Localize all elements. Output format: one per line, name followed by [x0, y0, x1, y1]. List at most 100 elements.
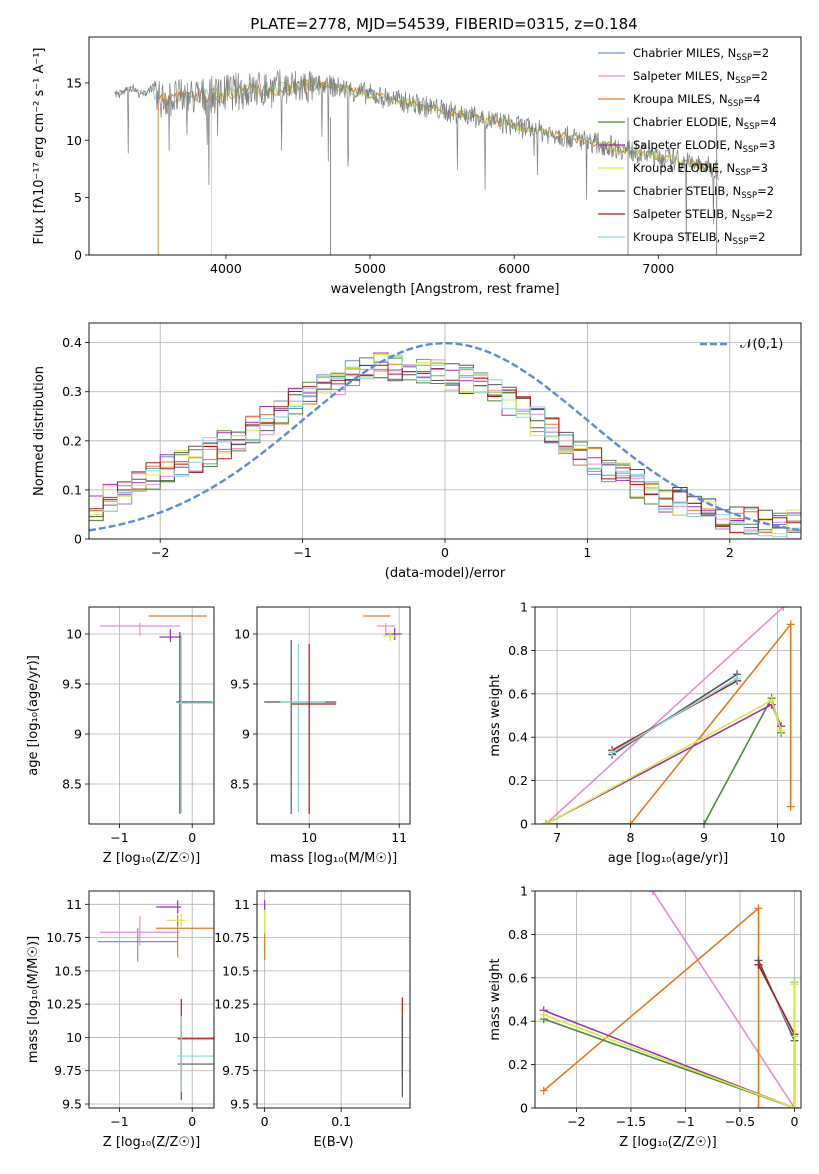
x-tick-label: 10 — [770, 830, 786, 845]
panel-massweight-vs-age: 7 8 9 10 0 0.2 0.4 0.6 0.8 1 age [log₁₀(age/yr)] ma… — [488, 600, 802, 866]
data-point — [166, 913, 185, 927]
axes-frame — [256, 890, 411, 1109]
plot-area — [89, 323, 801, 539]
data-point — [280, 644, 326, 812]
y-tick-label: 0.8 — [508, 643, 528, 658]
y-tick-label: 0.4 — [62, 335, 82, 350]
x-tick-label: 7 — [553, 830, 561, 845]
y-tick-label: 0.1 — [62, 482, 82, 497]
series-marker — [608, 748, 617, 757]
axes-frame — [88, 606, 215, 825]
y-tick-label: 1 — [520, 600, 528, 615]
series-line — [543, 984, 796, 1108]
x-axis-label: E(B-V) — [313, 1135, 353, 1150]
data-point — [177, 998, 214, 1079]
y-tick-label: 11 — [234, 897, 250, 912]
y-tick-label: 0 — [520, 817, 528, 832]
figure-title: PLATE=2778, MJD=54539, FIBERID=0315, z=0… — [250, 15, 637, 33]
data-point — [99, 623, 180, 636]
y-tick-label: 11 — [66, 897, 82, 912]
gridlines — [89, 891, 214, 1108]
y-tick-label: 0.2 — [508, 1057, 528, 1072]
legend-entry: Kroupa ELODIE, NSSP=3 — [598, 161, 768, 178]
y-tick-label: 8.5 — [62, 777, 82, 792]
y-tick-label: 9.5 — [230, 1097, 250, 1112]
plot-area — [535, 607, 801, 824]
y-tick-label: 1 — [520, 884, 528, 899]
panel-residuals: −2 −1 0 1 2 0 0.1 0.2 0.3 0.4 (data-model)/error No… — [32, 322, 802, 581]
series-marker — [786, 620, 795, 629]
x-tick-label: 8 — [627, 830, 635, 845]
x-axis-label: (data-model)/error — [385, 566, 506, 581]
legend: Chabrier MILES, NSSP=2 Salpeter MILES, NS… — [598, 46, 777, 247]
legend-entry: Salpeter ELODIE, NSSP=3 — [598, 138, 776, 155]
x-tick-label: −1 — [293, 545, 311, 560]
y-tick-label: 0 — [74, 248, 82, 263]
series-marker — [790, 980, 799, 989]
legend-entry: Chabrier MILES, NSSP=2 — [598, 46, 769, 63]
x-tick-label: 11 — [391, 830, 407, 845]
x-tick-label: −1 — [110, 830, 128, 845]
series-marker — [700, 820, 709, 824]
axes-frame — [534, 606, 802, 825]
y-axis-label: mass weight — [488, 958, 503, 1040]
series-marker — [754, 1104, 763, 1108]
plot-area — [257, 891, 410, 1108]
y-tick-label: 8.5 — [230, 777, 250, 792]
y-tick-label: 0 — [74, 532, 82, 547]
x-axis-label: wavelength [Angstrom, rest frame] — [331, 282, 560, 297]
y-tick-label: 9.75 — [54, 1063, 82, 1078]
x-tick-label: 4000 — [210, 261, 242, 276]
legend-label: Salpeter STELIB, NSSP=2 — [633, 207, 773, 224]
x-axis-label: Z [log₁₀(Z/Z☉)] — [619, 1135, 716, 1150]
series-marker — [777, 726, 786, 735]
data-point — [264, 640, 337, 814]
y-tick-label: 10.25 — [46, 997, 82, 1012]
x-tick-label: 10 — [301, 830, 317, 845]
y-tick-label: 5 — [74, 190, 82, 205]
plot-area — [114, 69, 719, 255]
legend-entry: Chabrier STELIB, NSSP=2 — [598, 184, 774, 201]
y-axis-label: mass weight — [488, 674, 503, 756]
y-tick-label: 0.6 — [508, 686, 528, 701]
y-tick-label: 9.5 — [62, 677, 82, 692]
plot-area — [257, 607, 410, 824]
y-tick-label: 0.4 — [508, 1014, 528, 1029]
data-point — [155, 900, 182, 914]
axes-frame — [88, 890, 215, 1109]
x-tick-label: 0 — [261, 1114, 269, 1129]
y-tick-label: 0.2 — [62, 433, 82, 448]
series-marker — [542, 820, 551, 824]
axes-frame — [256, 606, 411, 825]
data-point — [97, 928, 178, 962]
legend-label: 𝒩(0,1) — [740, 337, 783, 352]
axes-frame — [88, 36, 802, 256]
data-point — [291, 644, 337, 814]
plot-area — [89, 891, 214, 1108]
histogram-series — [89, 354, 801, 538]
data-point — [155, 914, 214, 958]
y-axis-label: Flux [fλ10⁻¹⁷ erg cm⁻² s⁻¹ A⁻¹] — [32, 48, 47, 245]
legend-entry: Salpeter MILES, NSSP=2 — [598, 69, 768, 86]
legend-label: Kroupa STELIB, NSSP=2 — [633, 230, 765, 247]
series-marker — [779, 607, 788, 611]
legend-label: Chabrier MILES, NSSP=2 — [633, 46, 769, 63]
x-tick-label: 0 — [790, 1114, 798, 1129]
series-marker — [626, 820, 635, 824]
y-tick-label: 9.75 — [222, 1063, 250, 1078]
data-point — [177, 1024, 214, 1101]
series-marker — [539, 1010, 548, 1019]
series-marker — [786, 802, 795, 811]
x-tick-label: 2 — [726, 545, 734, 560]
data-point — [383, 631, 398, 641]
y-tick-label: 10 — [66, 133, 82, 148]
panel-spectrum: 4000 5000 6000 7000 0 5 10 15 wavelength [Angstr… — [32, 36, 802, 297]
x-tick-label: 0 — [188, 830, 196, 845]
legend-entry: Chabrier ELODIE, NSSP=4 — [598, 115, 777, 132]
gridlines — [257, 891, 410, 1108]
y-tick-label: 10.75 — [46, 930, 82, 945]
series-marker — [648, 891, 657, 895]
gridlines — [535, 891, 801, 1108]
x-tick-label: 6000 — [498, 261, 530, 276]
